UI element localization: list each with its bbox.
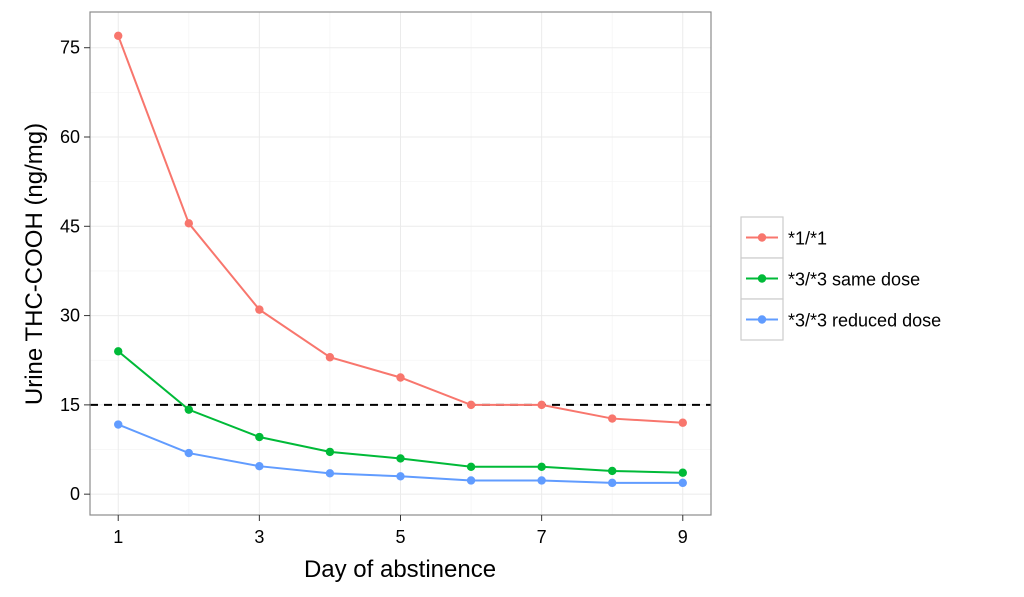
data-point-s2-x9: [678, 468, 687, 477]
data-point-s2-x1: [114, 347, 123, 356]
y-axis: 0 15 30 45 60 75: [60, 38, 90, 504]
data-point-s1-x5: [396, 373, 405, 382]
series-layer: [114, 31, 687, 488]
data-point-s3-x8: [608, 478, 617, 488]
x-tick-label: 9: [678, 527, 688, 547]
data-point-s1-x8: [608, 414, 617, 423]
data-point-s2-x2: [184, 405, 193, 414]
data-point-s3-x1: [114, 420, 123, 429]
data-point-s1-x2: [184, 219, 193, 228]
y-tick-label: 30: [60, 306, 80, 326]
y-tick-label: 60: [60, 127, 80, 147]
x-tick-label: 3: [254, 527, 264, 547]
data-point-s3-x4: [325, 469, 335, 478]
x-tick-label: 5: [395, 527, 405, 547]
data-point-s2-x8: [608, 466, 617, 476]
legend: *1/*1 *3/*3 same dose *3/*3 reduced dose: [740, 216, 941, 341]
data-point-s1-x1: [114, 31, 123, 41]
data-point-s1-x3: [255, 305, 264, 314]
x-axis: 1 3 5 7 9: [113, 515, 688, 547]
legend-label: *3/*3 same dose: [788, 270, 920, 290]
data-point-s3-x5: [396, 472, 405, 481]
data-point-s3-x3: [255, 461, 264, 471]
legend-key-point: [757, 274, 767, 283]
y-tick-label: 75: [60, 38, 80, 58]
y-tick-label: 0: [70, 484, 80, 504]
data-point-s2-x3: [255, 432, 264, 442]
legend-label: *1/*1: [788, 229, 827, 249]
data-point-s3-x2: [184, 448, 193, 458]
data-point-s1-x4: [325, 353, 335, 362]
y-axis-title: Urine THC-COOH (ng/mg): [21, 123, 48, 405]
data-point-s2-x7: [537, 462, 546, 471]
x-axis-title: Day of abstinence: [304, 556, 496, 583]
data-point-s2-x4: [325, 447, 335, 457]
legend-label: *3/*3 reduced dose: [788, 311, 941, 331]
y-tick-label: 45: [60, 216, 80, 236]
data-point-s1-x6: [466, 400, 476, 410]
data-point-s2-x6: [466, 462, 476, 471]
data-point-s1-x9: [678, 418, 687, 427]
x-tick-label: 7: [537, 527, 547, 547]
x-tick-label: 1: [113, 527, 123, 547]
data-point-s1-x7: [537, 400, 546, 410]
legend-key-point: [757, 315, 767, 324]
data-point-s3-x6: [466, 476, 476, 485]
legend-key-point: [757, 233, 767, 242]
y-tick-label: 15: [60, 395, 80, 415]
data-point-s2-x5: [396, 454, 405, 463]
data-point-s3-x7: [537, 476, 546, 485]
data-point-s3-x9: [678, 478, 687, 488]
